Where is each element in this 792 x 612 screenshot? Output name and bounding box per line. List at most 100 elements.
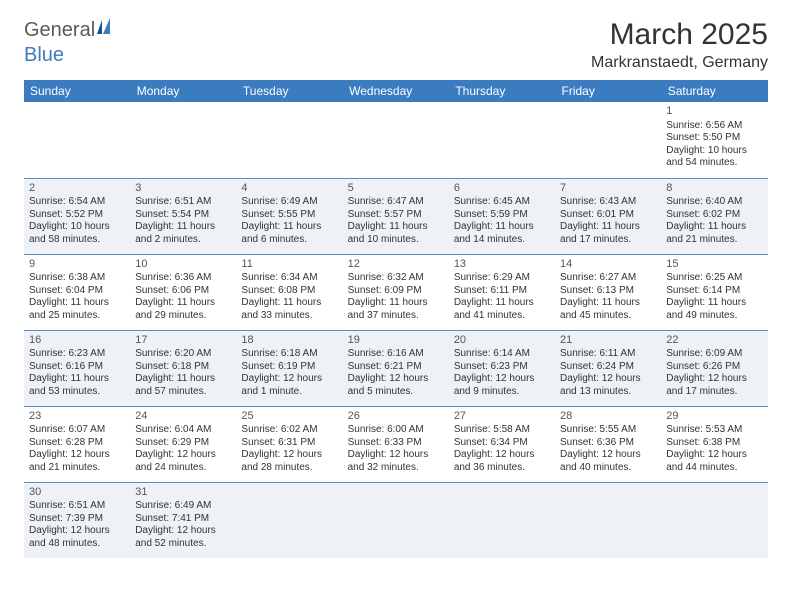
daylight-text: Daylight: 11 hours and 21 minutes. [666, 221, 762, 246]
daylight-text: Daylight: 12 hours and 48 minutes. [29, 525, 125, 550]
daylight-text: Daylight: 12 hours and 32 minutes. [348, 449, 444, 474]
daylight-text: Daylight: 10 hours and 54 minutes. [666, 145, 762, 170]
day-number: 18 [241, 334, 337, 348]
sunset-text: Sunset: 6:04 PM [29, 285, 125, 298]
sunset-text: Sunset: 7:39 PM [29, 513, 125, 526]
day-number: 24 [135, 410, 231, 424]
day-number: 30 [29, 486, 125, 500]
sunset-text: Sunset: 6:09 PM [348, 285, 444, 298]
day-number: 4 [241, 182, 337, 196]
sunrise-text: Sunrise: 6:09 AM [666, 348, 762, 361]
daylight-text: Daylight: 11 hours and 17 minutes. [560, 221, 656, 246]
sunrise-text: Sunrise: 6:11 AM [560, 348, 656, 361]
day-number: 26 [348, 410, 444, 424]
sunset-text: Sunset: 5:52 PM [29, 209, 125, 222]
sunrise-text: Sunrise: 6:54 AM [29, 196, 125, 209]
calendar-table: SundayMondayTuesdayWednesdayThursdayFrid… [24, 80, 768, 558]
daylight-text: Daylight: 12 hours and 17 minutes. [666, 373, 762, 398]
day-number: 29 [666, 410, 762, 424]
day-cell: 12Sunrise: 6:32 AMSunset: 6:09 PMDayligh… [343, 254, 449, 330]
daylight-text: Daylight: 11 hours and 2 minutes. [135, 221, 231, 246]
weekday-header: Friday [555, 80, 661, 102]
sunset-text: Sunset: 5:55 PM [241, 209, 337, 222]
sunrise-text: Sunrise: 6:51 AM [29, 500, 125, 513]
day-number: 23 [29, 410, 125, 424]
calendar-row: 30Sunrise: 6:51 AMSunset: 7:39 PMDayligh… [24, 482, 768, 558]
logo: General [24, 18, 119, 42]
sunrise-text: Sunrise: 6:18 AM [241, 348, 337, 361]
empty-cell [343, 482, 449, 558]
sunrise-text: Sunrise: 6:23 AM [29, 348, 125, 361]
weekday-header: Wednesday [343, 80, 449, 102]
day-cell: 7Sunrise: 6:43 AMSunset: 6:01 PMDaylight… [555, 178, 661, 254]
sunset-text: Sunset: 7:41 PM [135, 513, 231, 526]
empty-cell [555, 482, 661, 558]
month-title: March 2025 [591, 18, 768, 52]
sunset-text: Sunset: 6:18 PM [135, 361, 231, 374]
day-cell: 4Sunrise: 6:49 AMSunset: 5:55 PMDaylight… [236, 178, 342, 254]
calendar-body: 1Sunrise: 6:56 AMSunset: 5:50 PMDaylight… [24, 102, 768, 558]
empty-cell [449, 102, 555, 178]
sunset-text: Sunset: 5:59 PM [454, 209, 550, 222]
daylight-text: Daylight: 11 hours and 37 minutes. [348, 297, 444, 322]
day-cell: 29Sunrise: 5:53 AMSunset: 6:38 PMDayligh… [661, 406, 767, 482]
sunrise-text: Sunrise: 6:40 AM [666, 196, 762, 209]
sunrise-text: Sunrise: 5:53 AM [666, 424, 762, 437]
logo-text-blue: Blue [24, 44, 64, 67]
sunrise-text: Sunrise: 6:00 AM [348, 424, 444, 437]
day-number: 16 [29, 334, 125, 348]
sunrise-text: Sunrise: 6:07 AM [29, 424, 125, 437]
day-number: 11 [241, 258, 337, 272]
day-cell: 3Sunrise: 6:51 AMSunset: 5:54 PMDaylight… [130, 178, 236, 254]
sunrise-text: Sunrise: 6:47 AM [348, 196, 444, 209]
day-number: 6 [454, 182, 550, 196]
sunset-text: Sunset: 6:16 PM [29, 361, 125, 374]
weekday-header: Tuesday [236, 80, 342, 102]
day-number: 9 [29, 258, 125, 272]
day-number: 20 [454, 334, 550, 348]
sunset-text: Sunset: 6:31 PM [241, 437, 337, 450]
day-number: 22 [666, 334, 762, 348]
sunrise-text: Sunrise: 6:51 AM [135, 196, 231, 209]
day-number: 19 [348, 334, 444, 348]
daylight-text: Daylight: 12 hours and 40 minutes. [560, 449, 656, 474]
day-cell: 1Sunrise: 6:56 AMSunset: 5:50 PMDaylight… [661, 102, 767, 178]
day-number: 2 [29, 182, 125, 196]
daylight-text: Daylight: 11 hours and 49 minutes. [666, 297, 762, 322]
sunrise-text: Sunrise: 6:32 AM [348, 272, 444, 285]
day-cell: 28Sunrise: 5:55 AMSunset: 6:36 PMDayligh… [555, 406, 661, 482]
sunset-text: Sunset: 6:01 PM [560, 209, 656, 222]
sunset-text: Sunset: 6:34 PM [454, 437, 550, 450]
sunset-text: Sunset: 6:26 PM [666, 361, 762, 374]
daylight-text: Daylight: 11 hours and 29 minutes. [135, 297, 231, 322]
daylight-text: Daylight: 11 hours and 25 minutes. [29, 297, 125, 322]
weekday-header: Saturday [661, 80, 767, 102]
sunset-text: Sunset: 5:54 PM [135, 209, 231, 222]
day-number: 21 [560, 334, 656, 348]
calendar-row: 9Sunrise: 6:38 AMSunset: 6:04 PMDaylight… [24, 254, 768, 330]
sunrise-text: Sunrise: 6:04 AM [135, 424, 231, 437]
daylight-text: Daylight: 12 hours and 52 minutes. [135, 525, 231, 550]
day-cell: 11Sunrise: 6:34 AMSunset: 6:08 PMDayligh… [236, 254, 342, 330]
day-cell: 8Sunrise: 6:40 AMSunset: 6:02 PMDaylight… [661, 178, 767, 254]
sunset-text: Sunset: 6:24 PM [560, 361, 656, 374]
header: General March 2025 Markranstaedt, German… [24, 18, 768, 72]
sunrise-text: Sunrise: 5:58 AM [454, 424, 550, 437]
daylight-text: Daylight: 12 hours and 9 minutes. [454, 373, 550, 398]
sunset-text: Sunset: 6:21 PM [348, 361, 444, 374]
day-number: 17 [135, 334, 231, 348]
day-number: 15 [666, 258, 762, 272]
calendar-row: 16Sunrise: 6:23 AMSunset: 6:16 PM Dayligh… [24, 330, 768, 406]
sunrise-text: Sunrise: 5:55 AM [560, 424, 656, 437]
daylight-text: Daylight: 12 hours and 21 minutes. [29, 449, 125, 474]
sunset-text: Sunset: 5:57 PM [348, 209, 444, 222]
weekday-header: Sunday [24, 80, 130, 102]
daylight-text: Daylight: 12 hours and 1 minute. [241, 373, 337, 398]
daylight-text: Daylight: 11 hours and 10 minutes. [348, 221, 444, 246]
sunrise-text: Sunrise: 6:36 AM [135, 272, 231, 285]
sunrise-text: Sunrise: 6:02 AM [241, 424, 337, 437]
day-cell: 22Sunrise: 6:09 AMSunset: 6:26 PMDayligh… [661, 330, 767, 406]
day-number: 7 [560, 182, 656, 196]
day-number: 1 [666, 105, 762, 119]
empty-cell [236, 102, 342, 178]
